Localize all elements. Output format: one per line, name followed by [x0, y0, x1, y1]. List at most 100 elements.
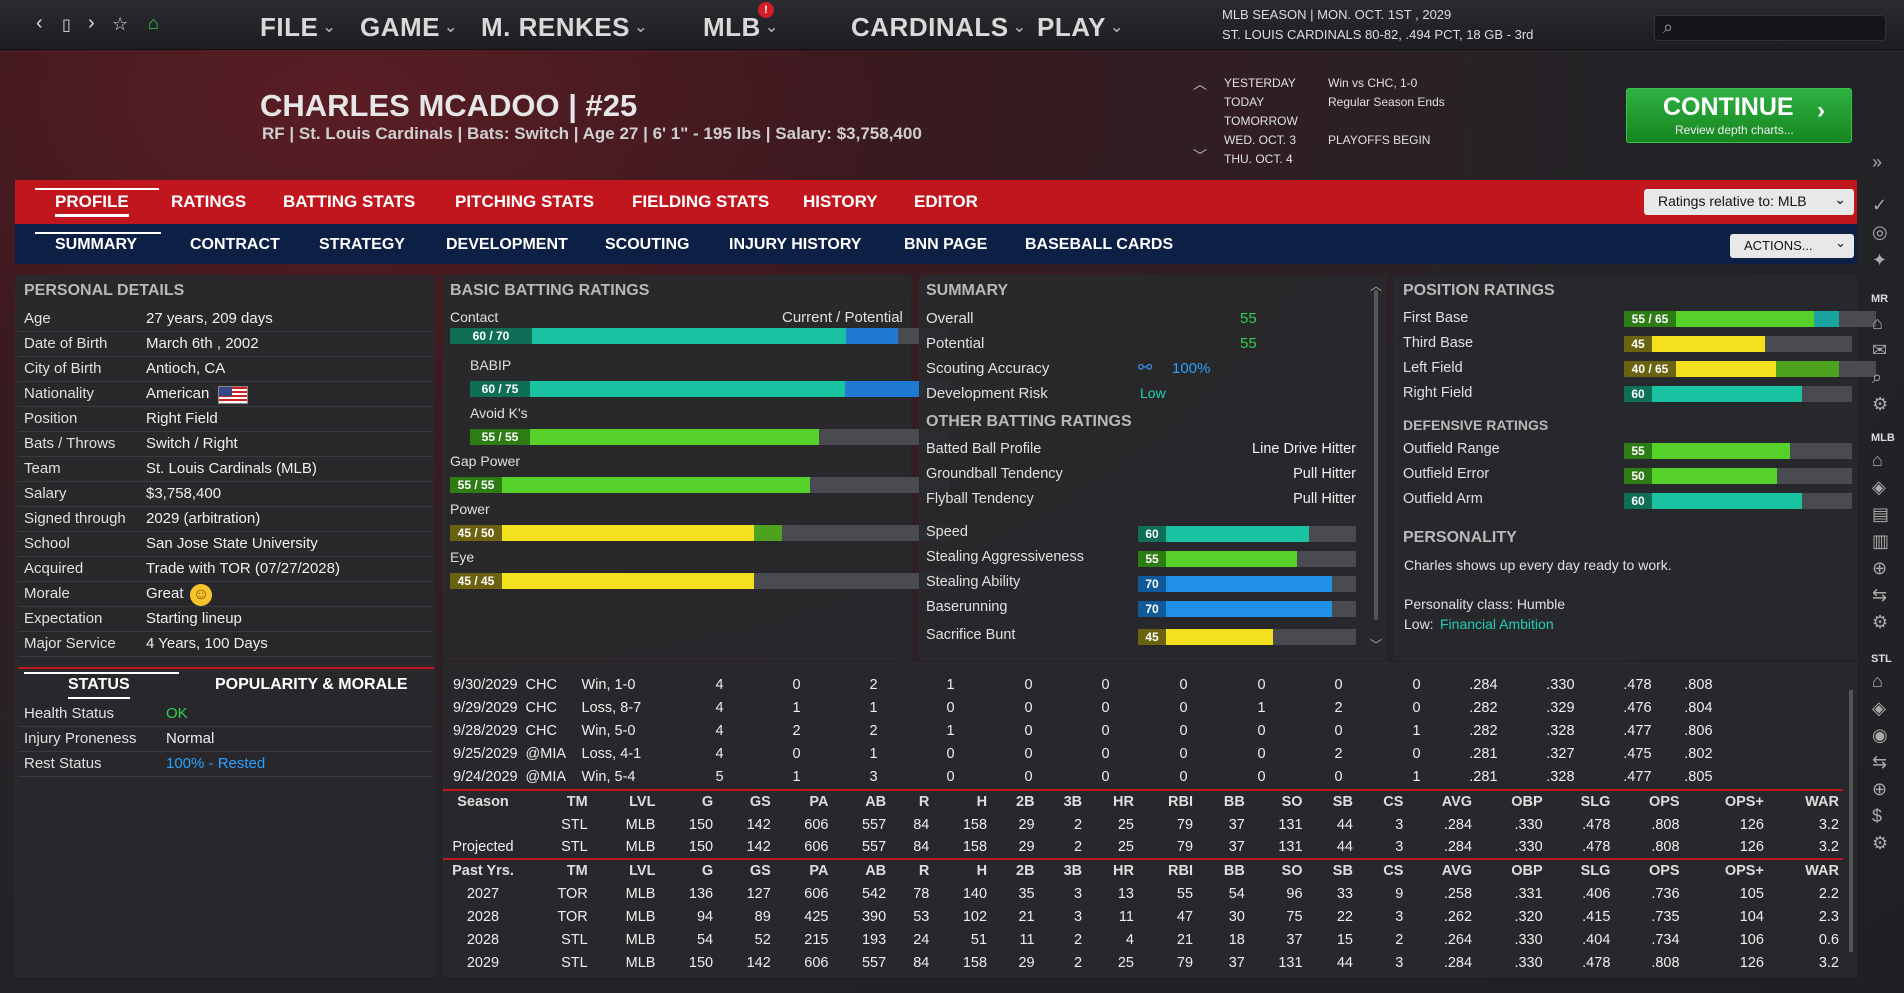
table-cell: 37 [1228, 816, 1245, 833]
detail-value[interactable]: St. Louis Cardinals (MLB) [146, 460, 317, 477]
location-icon[interactable]: ◉ [1872, 725, 1888, 745]
table-row[interactable]: 2029 STL MLB 150 142 606 557 84 158 29 2 25 79 37 131 4… [443, 951, 1843, 974]
search-input[interactable]: ⌕ [1654, 15, 1886, 41]
team-record[interactable]: ST. LOUIS CARDINALS 80-82, .494 PCT, 18 … [1222, 27, 1534, 42]
dollar-icon[interactable]: $ [1872, 806, 1883, 826]
menu-file[interactable]: FILE ⌄ [260, 12, 337, 42]
table-cell: 84 [913, 839, 930, 855]
menu-manager[interactable]: M. RENKES ⌄ [481, 12, 648, 42]
transfer-icon[interactable]: ⇆ [1872, 752, 1888, 772]
detail-value[interactable]: San Jose State University [146, 535, 318, 552]
tab-status[interactable]: STATUS [68, 676, 130, 699]
summary-scrollbar[interactable] [1374, 290, 1378, 620]
menu-mlb[interactable]: MLB ⌄ [703, 12, 779, 42]
game-row[interactable]: 9/28/2029 CHC Win, 5-0 4 2 2 1 0 0 0 0 0 1 .282 .328 .4… [449, 719, 1717, 742]
tab-development[interactable]: DEVELOPMENT [446, 236, 568, 253]
tab-scouting[interactable]: SCOUTING [605, 236, 690, 253]
game-cell: 0 [1257, 768, 1266, 785]
table-row[interactable]: 2028 STL MLB 54 52 215 193 24 51 11 2 4 21 18 37 15 2.26… [443, 928, 1843, 951]
gear-icon[interactable]: ⚙ [1872, 833, 1889, 853]
tab-contract[interactable]: CONTRACT [190, 236, 280, 253]
running-rating-bar [1166, 576, 1356, 592]
chevron-down-icon[interactable]: ﹀ [1370, 638, 1383, 652]
search-icon[interactable]: ⌕ [1872, 367, 1883, 387]
home-icon[interactable]: ⌂ [148, 13, 159, 33]
transfer-icon[interactable]: ⇆ [1872, 585, 1888, 605]
check-icon[interactable]: ✓ [1872, 195, 1888, 215]
table-cell: 37 [1228, 954, 1245, 971]
page-icon[interactable]: ▯ [62, 17, 71, 34]
baseball-icon[interactable]: ⊕ [1872, 779, 1888, 799]
table-cell: SO [1248, 789, 1307, 813]
batting-rating-bar [502, 477, 950, 493]
table-cell: HR [1086, 789, 1138, 813]
stats-scrollbar[interactable] [1849, 690, 1853, 952]
other-rating-label: Groundball Tendency [926, 466, 1063, 482]
tab-batting-stats[interactable]: BATTING STATS [283, 192, 416, 211]
gear-icon[interactable]: ⚙ [1872, 394, 1889, 414]
game-row[interactable]: 9/25/2029 @MIA Loss, 4-1 4 0 1 0 0 0 0 0 2 0 .281 .327… [449, 742, 1717, 765]
table-row[interactable]: Projected STL MLB 150 142 606 557 84 158 29 2 25 79 3… [443, 836, 1843, 859]
tab-strategy[interactable]: STRATEGY [319, 236, 405, 253]
menu-game[interactable]: GAME ⌄ [360, 12, 458, 42]
position-rating-value: 55 / 65 [1624, 311, 1676, 327]
game-row[interactable]: 9/30/2029 CHC Win, 1-0 4 0 2 1 0 0 0 0 0 0 .284 .330 .4… [449, 673, 1717, 696]
tab-popularity-morale[interactable]: POPULARITY & MORALE [215, 676, 408, 693]
chevron-left-icon[interactable]: ‹ [36, 12, 43, 34]
double-chevron-right-icon[interactable]: » [1872, 152, 1883, 172]
chevron-right-icon[interactable]: › [88, 12, 95, 34]
table-cell: H [933, 789, 992, 813]
table-cell: 15 [1336, 931, 1353, 948]
tab-history[interactable]: HISTORY [803, 192, 878, 211]
baseball-icon[interactable]: ⊕ [1872, 558, 1888, 578]
tab-baseball-cards[interactable]: BASEBALL CARDS [1025, 236, 1174, 253]
shield-icon[interactable]: ◈ [1872, 477, 1886, 497]
tab-summary[interactable]: SUMMARY [55, 236, 138, 253]
game-cell: 0 [792, 745, 801, 762]
tab-bnn-page[interactable]: BNN PAGE [904, 236, 988, 253]
table-cell: WAR [1767, 858, 1843, 882]
actions-dropdown[interactable]: ACTIONS... ⌄ [1730, 234, 1854, 258]
table-cell: 131 [1278, 839, 1303, 855]
game-cell: .477 [1623, 768, 1652, 785]
news-icon[interactable]: ▤ [1872, 504, 1890, 524]
table-cell: R [890, 858, 934, 882]
detail-label: Team [24, 460, 61, 477]
chevron-up-icon[interactable]: ︿ [1370, 279, 1383, 293]
tab-pitching-stats[interactable]: PITCHING STATS [455, 192, 595, 211]
running-rating-fill [1166, 601, 1333, 617]
continue-button[interactable]: CONTINUE Review depth charts... › [1626, 88, 1852, 143]
detail-value[interactable]: Trade with TOR (07/27/2028) [146, 560, 340, 577]
table-row[interactable]: 2027 TOR MLB 136 127 606 542 78 140 35 3 13 55 54 96 33… [443, 882, 1843, 905]
gear-icon[interactable]: ⚙ [1872, 612, 1889, 632]
ratings-relative-select[interactable]: Ratings relative to: MLB ⌄ [1644, 189, 1854, 215]
menu-play[interactable]: PLAY ⌄ [1037, 12, 1124, 42]
tab-fielding-stats[interactable]: FIELDING STATS [632, 192, 770, 211]
detail-label: Position [24, 410, 78, 427]
home-icon[interactable]: ⌂ [1872, 450, 1883, 470]
game-row[interactable]: 9/24/2029 @MIA Win, 5-4 5 1 3 0 0 0 0 0 0 1 .281 .328.… [449, 765, 1717, 788]
table-row[interactable]: STL MLB 150 142 606 557 84 158 29 2 25 79 37 131 44 3.2… [443, 813, 1843, 836]
tab-profile[interactable]: PROFILE [55, 192, 129, 217]
globe-icon[interactable]: ◎ [1872, 222, 1888, 242]
menu-cardinals[interactable]: CARDINALS ⌄ [851, 12, 1027, 42]
home-icon[interactable]: ⌂ [1872, 671, 1883, 691]
game-row[interactable]: 9/29/2029 CHC Loss, 8-7 4 1 1 0 0 0 0 1 2 0 .282 .329.… [449, 696, 1717, 719]
mail-icon[interactable]: ✉ [1872, 340, 1888, 360]
home-icon[interactable]: ⌂ [1872, 313, 1883, 333]
table-cell: TM [523, 858, 592, 882]
table-row[interactable]: 2028 TOR MLB 94 89 425 390 53 102 21 3 11 47 30 75 22 3.… [443, 905, 1843, 928]
lightbulb-icon[interactable]: ✦ [1872, 250, 1888, 270]
chevron-down-icon[interactable]: ﹀ [1193, 148, 1207, 164]
table-cell: .330 [1514, 954, 1543, 971]
tab-editor[interactable]: EDITOR [914, 192, 978, 211]
tab-ratings[interactable]: RATINGS [171, 192, 247, 211]
schedule-event[interactable]: Win vs CHC, 1-0 [1328, 76, 1418, 90]
table-cell: LVL [591, 858, 660, 882]
game-cell: 0 [946, 699, 955, 716]
shield-icon[interactable]: ◈ [1872, 698, 1886, 718]
star-icon[interactable]: ☆ [112, 14, 129, 34]
chevron-up-icon[interactable]: ︿ [1193, 76, 1207, 92]
bar-chart-icon[interactable]: ▥ [1872, 531, 1890, 551]
tab-injury-history[interactable]: INJURY HISTORY [729, 236, 862, 253]
